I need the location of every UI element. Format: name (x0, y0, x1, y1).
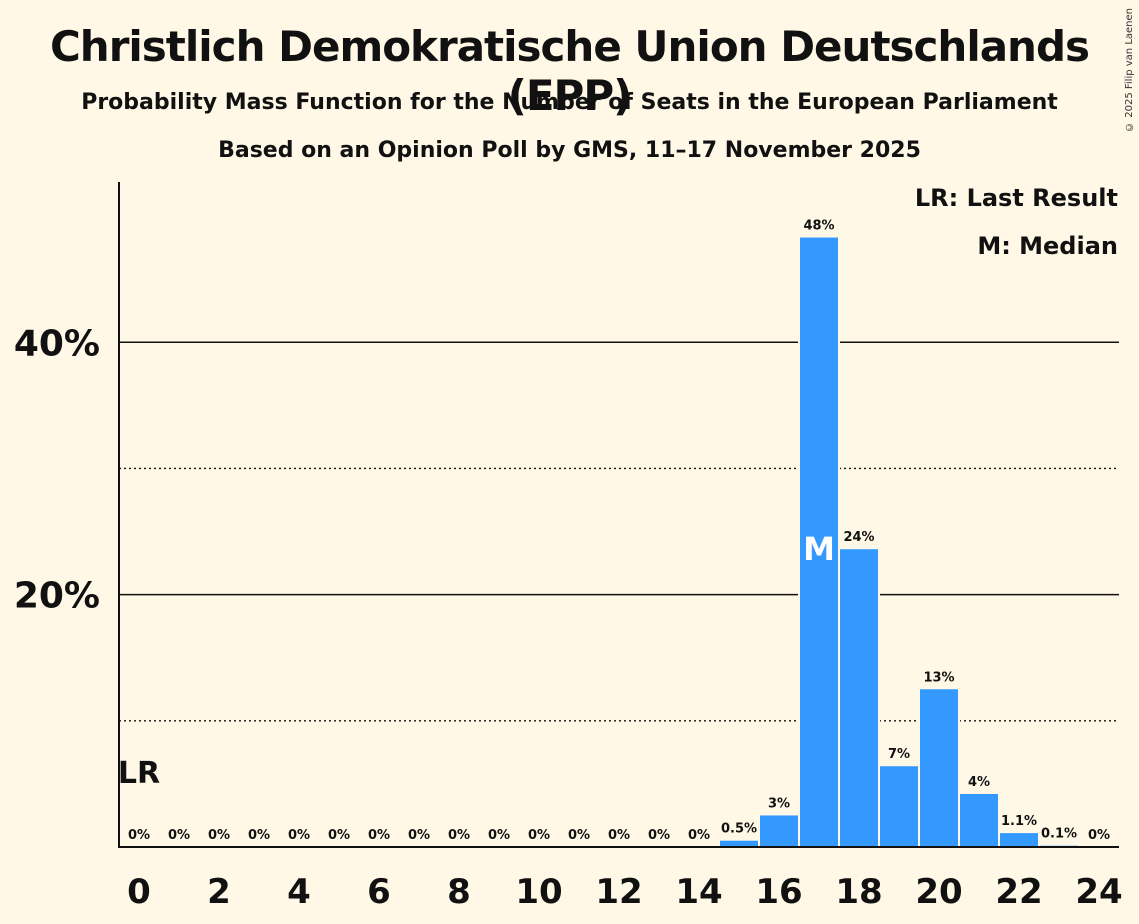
data-label: 0% (568, 828, 590, 843)
data-label: 0% (1088, 828, 1110, 843)
data-label: 0% (488, 828, 510, 843)
data-label: 0% (248, 828, 270, 843)
y-tick-label: 20% (14, 576, 100, 617)
x-tick-label: 6 (367, 872, 391, 912)
data-label: 4% (968, 775, 990, 790)
x-tick-label: 12 (595, 872, 642, 912)
last-result-marker: LR (118, 756, 160, 791)
bar (840, 549, 878, 847)
data-label: 0% (408, 828, 430, 843)
data-label: 0% (608, 828, 630, 843)
x-tick-label: 20 (915, 872, 962, 912)
chart-subtitle: Probability Mass Function for the Number… (81, 90, 1058, 115)
data-label: 0% (648, 828, 670, 843)
legend-last-result: LR: Last Result (914, 184, 1118, 212)
data-label: 0% (368, 828, 390, 843)
chart-title: Christlich Demokratische Union Deutschla… (49, 22, 1090, 120)
y-tick-label: 40% (14, 323, 100, 364)
data-label: 0% (288, 828, 310, 843)
x-tick-label: 2 (207, 872, 231, 912)
bar (760, 815, 798, 847)
data-label: 0% (528, 828, 550, 843)
legend-median: M: Median (977, 232, 1118, 260)
bar (720, 840, 758, 847)
data-label: 0% (168, 828, 190, 843)
x-tick-label: 18 (835, 872, 882, 912)
data-label: 13% (923, 670, 954, 685)
data-label: 0.5% (721, 822, 757, 837)
data-label: 3% (768, 796, 790, 811)
bar (880, 766, 918, 847)
median-marker: M (803, 530, 835, 568)
x-tick-label: 8 (447, 872, 471, 912)
data-label: 0% (688, 828, 710, 843)
chart-subtitle-poll: Based on an Opinion Poll by GMS, 11–17 N… (218, 138, 921, 163)
bar (800, 237, 838, 847)
x-tick-label: 22 (995, 872, 1042, 912)
data-label: 0.1% (1041, 827, 1077, 842)
x-tick-label: 4 (287, 872, 311, 912)
x-tick-label: 24 (1075, 872, 1122, 912)
data-label: 24% (843, 530, 874, 545)
data-label: 0% (328, 828, 350, 843)
bar-gap (1038, 843, 1080, 847)
bar (920, 689, 958, 847)
data-label: 7% (888, 747, 910, 762)
data-label: 0% (448, 828, 470, 843)
data-label: 1.1% (1001, 814, 1037, 829)
data-label: 0% (128, 828, 150, 843)
bar (1000, 833, 1038, 847)
data-label: 48% (803, 219, 834, 234)
bar (960, 794, 998, 847)
x-tick-label: 14 (675, 872, 722, 912)
data-label: 0% (208, 828, 230, 843)
x-tick-label: 16 (755, 872, 802, 912)
x-tick-label: 0 (127, 872, 151, 912)
x-tick-label: 10 (515, 872, 562, 912)
